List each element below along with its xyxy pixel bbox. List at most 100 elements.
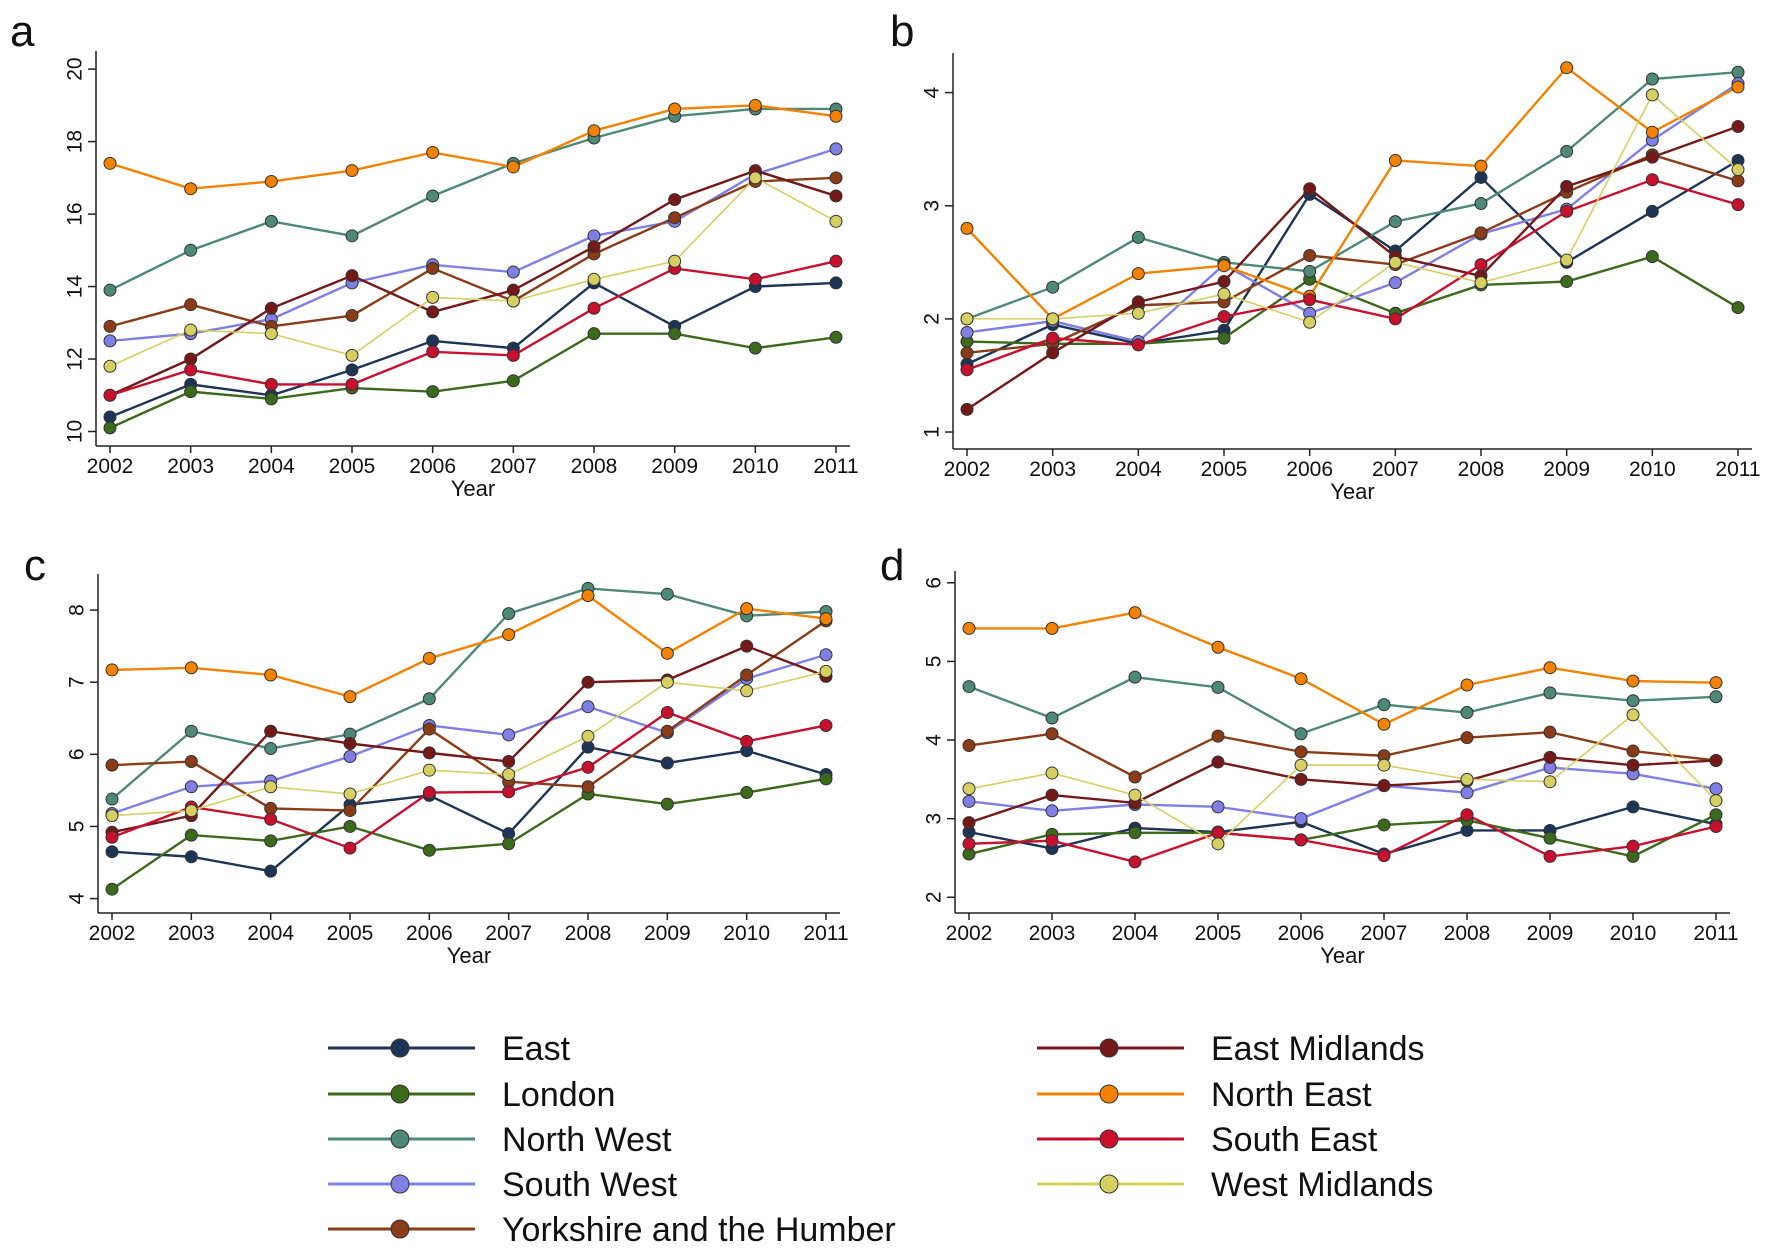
data-point [426, 345, 440, 359]
legend-label: Yorkshire and the Humber [502, 1211, 896, 1249]
data-point [264, 327, 278, 341]
x-tick-label: 2006 [1278, 922, 1325, 945]
data-point [1303, 182, 1317, 196]
data-point [962, 794, 976, 808]
series-line [109, 281, 837, 419]
data-point [105, 882, 119, 896]
data-point [1128, 606, 1142, 620]
data-point [962, 837, 976, 851]
data-point [264, 812, 278, 826]
data-point [740, 734, 754, 748]
series-line [111, 777, 827, 891]
data-point [1211, 800, 1225, 814]
series-line [111, 745, 827, 873]
series-line [109, 107, 836, 292]
data-point [1217, 259, 1231, 273]
data-point [422, 746, 436, 760]
data-point [1217, 310, 1231, 324]
x-tick-label: 2008 [571, 455, 618, 478]
data-point [264, 801, 278, 815]
series-line [966, 178, 1739, 371]
y-tick-label: 10 [64, 420, 87, 443]
data-point [1045, 727, 1059, 741]
data-point [343, 749, 357, 763]
data-point [1709, 808, 1723, 822]
data-point [264, 724, 278, 738]
data-point [1294, 672, 1308, 686]
data-point [1560, 253, 1574, 267]
data-point [1543, 661, 1557, 675]
data-point [1460, 808, 1474, 822]
data-point [1560, 61, 1574, 75]
data-point [1377, 849, 1391, 863]
data-point [1626, 758, 1640, 772]
data-point [962, 782, 976, 796]
data-point [345, 363, 359, 377]
data-point [502, 607, 516, 621]
x-axis-title: Year [1330, 479, 1374, 504]
data-point [103, 319, 117, 333]
data-point [184, 661, 198, 675]
data-point [1731, 174, 1745, 188]
data-point [184, 724, 198, 738]
data-point [1211, 826, 1225, 840]
series-line [109, 260, 837, 397]
data-point [1474, 196, 1488, 210]
data-point [105, 845, 119, 859]
data-point [1045, 711, 1059, 725]
series-line [968, 675, 1717, 736]
data-point [422, 722, 436, 736]
data-point [1045, 766, 1059, 780]
data-point [1217, 275, 1231, 289]
data-point [103, 156, 117, 170]
series-line [966, 153, 1739, 355]
data-point [103, 410, 117, 424]
y-tick-label: 3 [921, 200, 944, 212]
series-line [109, 169, 837, 397]
x-tick-label: 2009 [1527, 922, 1574, 945]
x-tick-label: 2010 [1610, 922, 1657, 945]
data-point [1377, 758, 1391, 772]
data-point [502, 837, 516, 851]
panel: c 4 5 6 7 8 2002 2003 2004 2005 2006 2007 2008 2009 20… [24, 541, 849, 968]
data-point [264, 742, 278, 756]
data-point [502, 768, 516, 782]
y-tick-label: 4 [923, 734, 946, 746]
data-point [1626, 839, 1640, 853]
data-point [184, 298, 198, 312]
data-point [184, 755, 198, 769]
data-point [668, 193, 682, 207]
y-tick-label: 3 [923, 813, 946, 825]
data-point [343, 804, 357, 818]
series-line [968, 713, 1717, 845]
data-point [264, 377, 278, 391]
data-point [1626, 708, 1640, 722]
y-tick-label: 5 [66, 821, 89, 833]
data-point [819, 612, 833, 626]
data-point [103, 283, 117, 297]
data-point [660, 705, 674, 719]
y-tick-label: 4 [921, 86, 944, 98]
x-tick-label: 2010 [1629, 458, 1676, 481]
y-tick-label: 20 [64, 57, 87, 80]
x-tick-label: 2004 [248, 455, 295, 478]
data-point [660, 756, 674, 770]
data-point [829, 109, 843, 123]
data-point [184, 385, 198, 399]
legend-label: East [502, 1030, 571, 1068]
data-point [426, 334, 440, 348]
data-point [1388, 215, 1402, 229]
series-line [111, 594, 827, 698]
y-tick-label: 5 [923, 656, 946, 668]
x-tick-label: 2010 [723, 922, 770, 945]
data-point [1543, 831, 1557, 845]
data-point [1709, 676, 1723, 690]
data-point [1217, 331, 1231, 345]
series-line [111, 670, 827, 817]
series-line [968, 805, 1717, 856]
legend-marker [1099, 1129, 1119, 1149]
data-point [960, 346, 974, 360]
data-point [829, 171, 843, 185]
x-tick-label: 2002 [89, 922, 136, 945]
data-point [668, 211, 682, 225]
